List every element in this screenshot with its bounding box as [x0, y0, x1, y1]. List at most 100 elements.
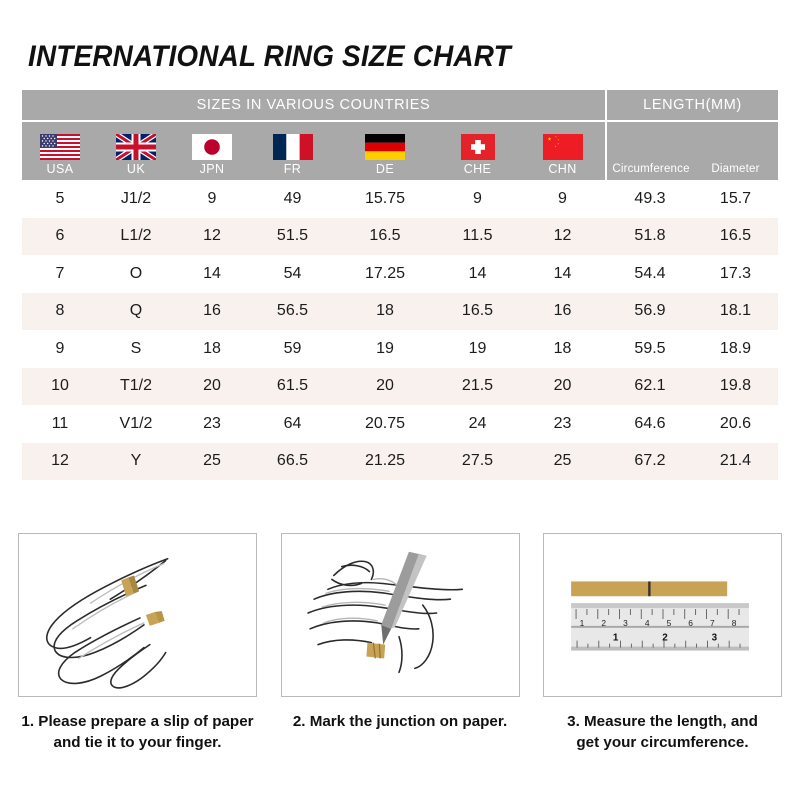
svg-text:8: 8 [732, 618, 737, 628]
cell-jpn: 14 [203, 264, 221, 282]
column-header-che: CHE [435, 122, 520, 180]
column-header-chn: CHN [520, 122, 605, 180]
table-header-columns: USA UK [22, 122, 778, 180]
cell-chn: 25 [553, 452, 572, 470]
cell-de: 20.75 [364, 414, 406, 432]
cell-de: 18 [376, 302, 394, 320]
cell-circumference: 64.6 [634, 414, 666, 432]
measuring-instructions: 1. Please prepare a slip of paper and ti… [18, 533, 782, 753]
table-row: 7 O 14 54 17.25 14 14 54.4 17.3 [22, 255, 778, 293]
cell-usa: 12 [51, 452, 69, 470]
cell-chn: 20 [553, 377, 572, 395]
step-3-caption: 3. Measure the length, and get your circ… [543, 711, 782, 753]
cell-che: 14 [468, 264, 487, 282]
cell-circumference: 51.8 [634, 227, 666, 245]
cell-fr: 66.5 [276, 452, 309, 470]
cell-circumference: 56.9 [634, 302, 666, 320]
cell-fr: 61.5 [276, 377, 309, 395]
cell-fr: 56.5 [276, 302, 309, 320]
cell-usa: 11 [51, 414, 69, 432]
cell-fr: 54 [283, 264, 302, 282]
cell-uk: J1/2 [120, 189, 152, 207]
table-row: 5 J1/2 9 49 15.75 9 9 49.3 15.7 [22, 180, 778, 218]
cell-usa: 8 [55, 302, 65, 320]
step-1-caption: 1. Please prepare a slip of paper and ti… [18, 711, 257, 753]
cell-jpn: 20 [203, 377, 221, 395]
cell-de: 17.25 [364, 264, 406, 282]
cell-circumference: 62.1 [634, 377, 666, 395]
group-header-length: LENGTH(MM) [643, 97, 742, 113]
cell-diameter: 18.1 [719, 302, 752, 320]
cell-chn: 16 [553, 302, 572, 320]
table-row: 8 Q 16 56.5 18 16.5 16 56.9 18.1 [22, 292, 778, 330]
cell-diameter: 16.5 [719, 227, 752, 245]
svg-text:2: 2 [662, 633, 668, 644]
step-3-caption-line1: 3. Measure the length, and [567, 713, 758, 730]
cell-jpn: 25 [203, 452, 221, 470]
cell-de: 16.5 [369, 227, 401, 245]
cell-jpn: 12 [203, 227, 221, 245]
cell-uk: O [129, 264, 143, 282]
cell-che: 11.5 [462, 227, 493, 245]
cell-uk: Q [129, 302, 143, 320]
cell-de: 21.25 [364, 452, 406, 470]
table-row: 10 T1/2 20 61.5 20 21.5 20 62.1 19.8 [22, 367, 778, 405]
cell-che: 19 [468, 339, 487, 357]
step-1-caption-line1: 1. Please prepare a slip of paper [21, 713, 254, 730]
table-body: 5 J1/2 9 49 15.75 9 9 49.3 15.7 6 L1/2 1… [22, 180, 778, 480]
cell-uk: T1/2 [119, 377, 152, 395]
svg-text:5: 5 [667, 618, 672, 628]
cell-uk: L1/2 [120, 227, 152, 245]
column-label-usa: USA [46, 162, 74, 176]
cell-uk: S [130, 339, 142, 357]
cell-che: 24 [468, 414, 487, 432]
flag-jpn-icon [192, 134, 232, 160]
cell-chn: 9 [558, 189, 567, 207]
cell-che: 9 [473, 189, 482, 207]
cell-jpn: 9 [207, 189, 217, 207]
column-label-diameter: Diameter [711, 163, 760, 175]
column-header-de: DE [335, 122, 435, 180]
svg-text:4: 4 [645, 618, 650, 628]
step-1-caption-line2: and tie it to your finger. [53, 734, 222, 751]
cell-che: 16.5 [461, 302, 494, 320]
column-label-che: CHE [463, 162, 492, 176]
column-label-fr: FR [283, 162, 302, 176]
cell-usa: 9 [55, 339, 65, 357]
page-title: INTERNATIONAL RING SIZE CHART [28, 40, 511, 73]
step-2-caption: 2. Mark the junction on paper. [281, 711, 520, 732]
cell-diameter: 20.6 [719, 414, 752, 432]
cell-usa: 7 [55, 264, 65, 282]
cell-circumference: 54.4 [634, 264, 666, 282]
table-header-groups: SIZES IN VARIOUS COUNTRIES LENGTH(MM) [22, 90, 778, 122]
flag-uk-icon [116, 134, 156, 160]
column-header-circumference: Circumference [605, 122, 695, 180]
cell-diameter: 17.3 [719, 264, 752, 282]
svg-text:6: 6 [688, 618, 693, 628]
cell-che: 21.5 [461, 377, 494, 395]
cell-usa: 6 [55, 227, 65, 245]
cell-jpn: 16 [203, 302, 221, 320]
column-header-uk: UK [98, 122, 174, 180]
table-row: 12 Y 25 66.5 21.25 27.5 25 67.2 21.4 [22, 442, 778, 480]
cell-circumference: 67.2 [634, 452, 666, 470]
cell-de: 15.75 [364, 189, 406, 207]
svg-text:7: 7 [710, 618, 715, 628]
cell-diameter: 19.8 [719, 377, 752, 395]
svg-text:3: 3 [623, 618, 628, 628]
step-1: 1. Please prepare a slip of paper and ti… [18, 533, 257, 753]
column-header-usa: USA [22, 122, 98, 180]
group-header-countries: SIZES IN VARIOUS COUNTRIES [22, 90, 607, 120]
cell-chn: 23 [553, 414, 572, 432]
cell-jpn: 23 [203, 414, 221, 432]
cell-chn: 14 [553, 264, 572, 282]
cell-fr: 49 [283, 189, 302, 207]
column-header-diameter: Diameter [695, 122, 776, 180]
svg-text:3: 3 [712, 633, 718, 644]
cell-fr: 59 [283, 339, 302, 357]
step-2-caption-line1: 2. Mark the junction on paper. [292, 713, 508, 730]
hand-marking-paper-illustration [280, 533, 520, 697]
cell-chn: 12 [553, 227, 572, 245]
cell-circumference: 59.5 [634, 339, 666, 357]
